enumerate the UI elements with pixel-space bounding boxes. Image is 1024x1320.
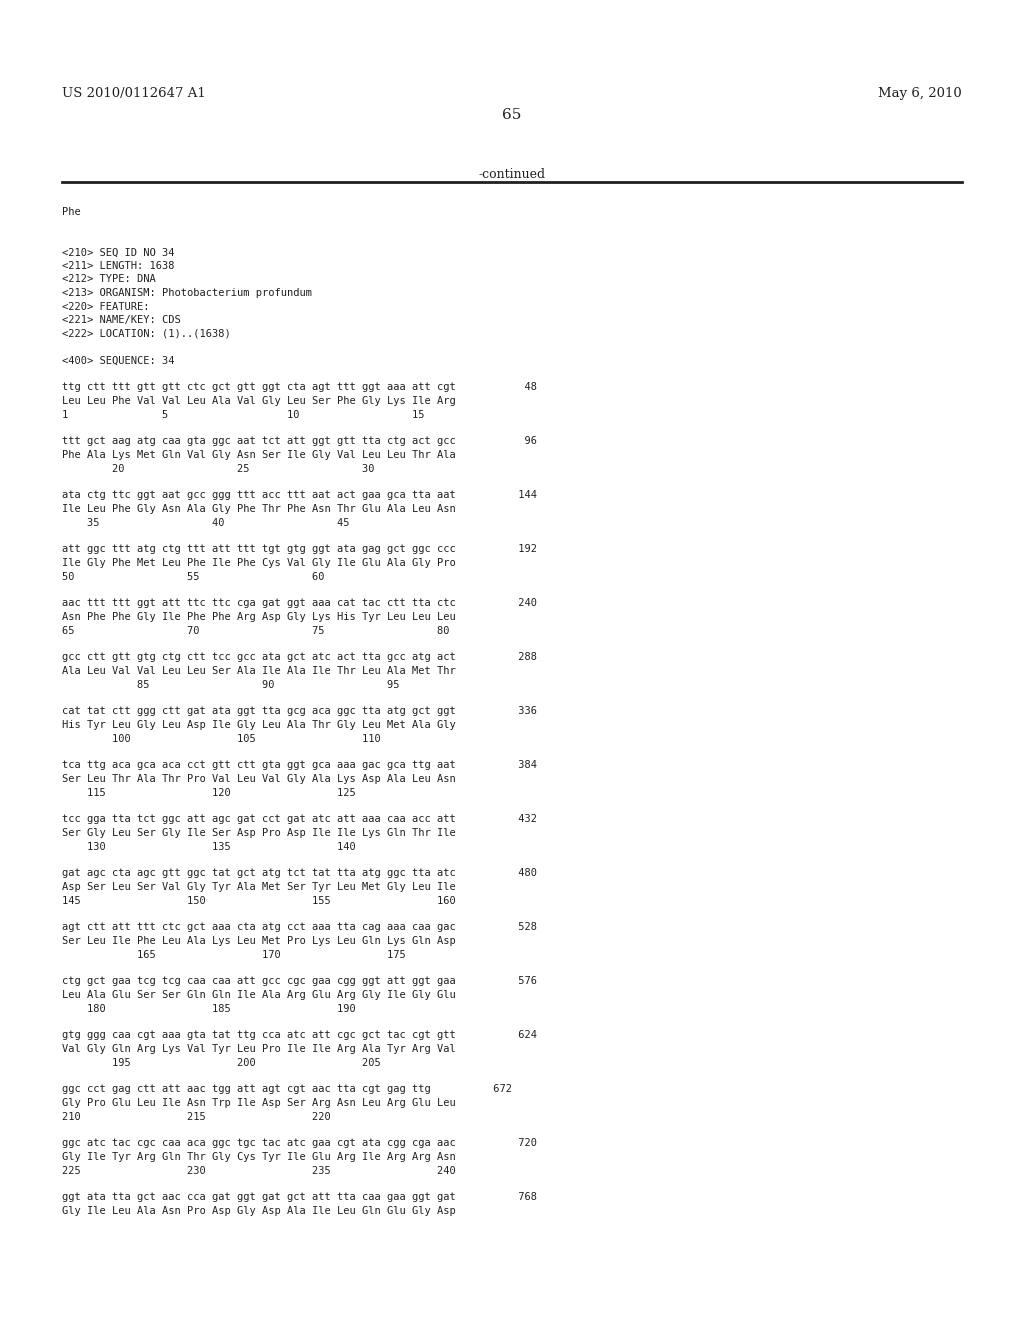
Text: 35                  40                  45: 35 40 45	[62, 517, 349, 528]
Text: tcc gga tta tct ggc att agc gat cct gat atc att aaa caa acc att          432: tcc gga tta tct ggc att agc gat cct gat …	[62, 814, 537, 825]
Text: Ser Gly Leu Ser Gly Ile Ser Asp Pro Asp Ile Ile Lys Gln Thr Ile: Ser Gly Leu Ser Gly Ile Ser Asp Pro Asp …	[62, 828, 456, 838]
Text: gat agc cta agc gtt ggc tat gct atg tct tat tta atg ggc tta atc          480: gat agc cta agc gtt ggc tat gct atg tct …	[62, 869, 537, 879]
Text: att ggc ttt atg ctg ttt att ttt tgt gtg ggt ata gag gct ggc ccc          192: att ggc ttt atg ctg ttt att ttt tgt gtg …	[62, 544, 537, 554]
Text: -continued: -continued	[478, 168, 546, 181]
Text: 145                 150                 155                 160: 145 150 155 160	[62, 895, 456, 906]
Text: ggc atc tac cgc caa aca ggc tgc tac atc gaa cgt ata cgg cga aac          720: ggc atc tac cgc caa aca ggc tgc tac atc …	[62, 1138, 537, 1148]
Text: 50                  55                  60: 50 55 60	[62, 572, 325, 582]
Text: Phe: Phe	[62, 207, 81, 216]
Text: His Tyr Leu Gly Leu Asp Ile Gly Leu Ala Thr Gly Leu Met Ala Gly: His Tyr Leu Gly Leu Asp Ile Gly Leu Ala …	[62, 719, 456, 730]
Text: Asn Phe Phe Gly Ile Phe Phe Arg Asp Gly Lys His Tyr Leu Leu Leu: Asn Phe Phe Gly Ile Phe Phe Arg Asp Gly …	[62, 612, 456, 622]
Text: ttg ctt ttt gtt gtt ctc gct gtt ggt cta agt ttt ggt aaa att cgt           48: ttg ctt ttt gtt gtt ctc gct gtt ggt cta …	[62, 383, 537, 392]
Text: <222> LOCATION: (1)..(1638): <222> LOCATION: (1)..(1638)	[62, 329, 230, 338]
Text: 210                 215                 220: 210 215 220	[62, 1111, 331, 1122]
Text: 165                 170                 175: 165 170 175	[62, 949, 406, 960]
Text: Val Gly Gln Arg Lys Val Tyr Leu Pro Ile Ile Arg Ala Tyr Arg Val: Val Gly Gln Arg Lys Val Tyr Leu Pro Ile …	[62, 1044, 456, 1053]
Text: 100                 105                 110: 100 105 110	[62, 734, 381, 743]
Text: Asp Ser Leu Ser Val Gly Tyr Ala Met Ser Tyr Leu Met Gly Leu Ile: Asp Ser Leu Ser Val Gly Tyr Ala Met Ser …	[62, 882, 456, 892]
Text: 65                  70                  75                  80: 65 70 75 80	[62, 626, 450, 635]
Text: Leu Ala Glu Ser Ser Gln Gln Ile Ala Arg Glu Arg Gly Ile Gly Glu: Leu Ala Glu Ser Ser Gln Gln Ile Ala Arg …	[62, 990, 456, 1001]
Text: Ile Gly Phe Met Leu Phe Ile Phe Cys Val Gly Ile Glu Ala Gly Pro: Ile Gly Phe Met Leu Phe Ile Phe Cys Val …	[62, 558, 456, 568]
Text: ctg gct gaa tcg tcg caa caa att gcc cgc gaa cgg ggt att ggt gaa          576: ctg gct gaa tcg tcg caa caa att gcc cgc …	[62, 977, 537, 986]
Text: 180                 185                 190: 180 185 190	[62, 1003, 355, 1014]
Text: Ala Leu Val Val Leu Leu Ser Ala Ile Ala Ile Thr Leu Ala Met Thr: Ala Leu Val Val Leu Leu Ser Ala Ile Ala …	[62, 667, 456, 676]
Text: Ser Leu Thr Ala Thr Pro Val Leu Val Gly Ala Lys Asp Ala Leu Asn: Ser Leu Thr Ala Thr Pro Val Leu Val Gly …	[62, 774, 456, 784]
Text: 225                 230                 235                 240: 225 230 235 240	[62, 1166, 456, 1176]
Text: ggt ata tta gct aac cca gat ggt gat gct att tta caa gaa ggt gat          768: ggt ata tta gct aac cca gat ggt gat gct …	[62, 1192, 537, 1203]
Text: 20                  25                  30: 20 25 30	[62, 463, 375, 474]
Text: 85                  90                  95: 85 90 95	[62, 680, 399, 689]
Text: 1               5                   10                  15: 1 5 10 15	[62, 409, 425, 420]
Text: ttt gct aag atg caa gta ggc aat tct att ggt gtt tta ctg act gcc           96: ttt gct aag atg caa gta ggc aat tct att …	[62, 437, 537, 446]
Text: US 2010/0112647 A1: US 2010/0112647 A1	[62, 87, 206, 100]
Text: <220> FEATURE:: <220> FEATURE:	[62, 301, 150, 312]
Text: gcc ctt gtt gtg ctg ctt tcc gcc ata gct atc act tta gcc atg act          288: gcc ctt gtt gtg ctg ctt tcc gcc ata gct …	[62, 652, 537, 663]
Text: <400> SEQUENCE: 34: <400> SEQUENCE: 34	[62, 355, 174, 366]
Text: 130                 135                 140: 130 135 140	[62, 842, 355, 851]
Text: <221> NAME/KEY: CDS: <221> NAME/KEY: CDS	[62, 315, 181, 325]
Text: <212> TYPE: DNA: <212> TYPE: DNA	[62, 275, 156, 285]
Text: gtg ggg caa cgt aaa gta tat ttg cca atc att cgc gct tac cgt gtt          624: gtg ggg caa cgt aaa gta tat ttg cca atc …	[62, 1031, 537, 1040]
Text: Ile Leu Phe Gly Asn Ala Gly Phe Thr Phe Asn Thr Glu Ala Leu Asn: Ile Leu Phe Gly Asn Ala Gly Phe Thr Phe …	[62, 504, 456, 513]
Text: aac ttt ttt ggt att ttc ttc cga gat ggt aaa cat tac ctt tta ctc          240: aac ttt ttt ggt att ttc ttc cga gat ggt …	[62, 598, 537, 609]
Text: tca ttg aca gca aca cct gtt ctt gta ggt gca aaa gac gca ttg aat          384: tca ttg aca gca aca cct gtt ctt gta ggt …	[62, 760, 537, 771]
Text: 115                 120                 125: 115 120 125	[62, 788, 355, 797]
Text: 65: 65	[503, 108, 521, 121]
Text: Ser Leu Ile Phe Leu Ala Lys Leu Met Pro Lys Leu Gln Lys Gln Asp: Ser Leu Ile Phe Leu Ala Lys Leu Met Pro …	[62, 936, 456, 946]
Text: 195                 200                 205: 195 200 205	[62, 1057, 381, 1068]
Text: <210> SEQ ID NO 34: <210> SEQ ID NO 34	[62, 248, 174, 257]
Text: ata ctg ttc ggt aat gcc ggg ttt acc ttt aat act gaa gca tta aat          144: ata ctg ttc ggt aat gcc ggg ttt acc ttt …	[62, 491, 537, 500]
Text: ggc cct gag ctt att aac tgg att agt cgt aac tta cgt gag ttg          672: ggc cct gag ctt att aac tgg att agt cgt …	[62, 1085, 512, 1094]
Text: Gly Ile Leu Ala Asn Pro Asp Gly Asp Ala Ile Leu Gln Glu Gly Asp: Gly Ile Leu Ala Asn Pro Asp Gly Asp Ala …	[62, 1206, 456, 1216]
Text: Leu Leu Phe Val Val Leu Ala Val Gly Leu Ser Phe Gly Lys Ile Arg: Leu Leu Phe Val Val Leu Ala Val Gly Leu …	[62, 396, 456, 407]
Text: <211> LENGTH: 1638: <211> LENGTH: 1638	[62, 261, 174, 271]
Text: Gly Pro Glu Leu Ile Asn Trp Ile Asp Ser Arg Asn Leu Arg Glu Leu: Gly Pro Glu Leu Ile Asn Trp Ile Asp Ser …	[62, 1098, 456, 1107]
Text: <213> ORGANISM: Photobacterium profundum: <213> ORGANISM: Photobacterium profundum	[62, 288, 312, 298]
Text: May 6, 2010: May 6, 2010	[879, 87, 962, 100]
Text: cat tat ctt ggg ctt gat ata ggt tta gcg aca ggc tta atg gct ggt          336: cat tat ctt ggg ctt gat ata ggt tta gcg …	[62, 706, 537, 717]
Text: Gly Ile Tyr Arg Gln Thr Gly Cys Tyr Ile Glu Arg Ile Arg Arg Asn: Gly Ile Tyr Arg Gln Thr Gly Cys Tyr Ile …	[62, 1152, 456, 1162]
Text: agt ctt att ttt ctc gct aaa cta atg cct aaa tta cag aaa caa gac          528: agt ctt att ttt ctc gct aaa cta atg cct …	[62, 923, 537, 932]
Text: Phe Ala Lys Met Gln Val Gly Asn Ser Ile Gly Val Leu Leu Thr Ala: Phe Ala Lys Met Gln Val Gly Asn Ser Ile …	[62, 450, 456, 459]
